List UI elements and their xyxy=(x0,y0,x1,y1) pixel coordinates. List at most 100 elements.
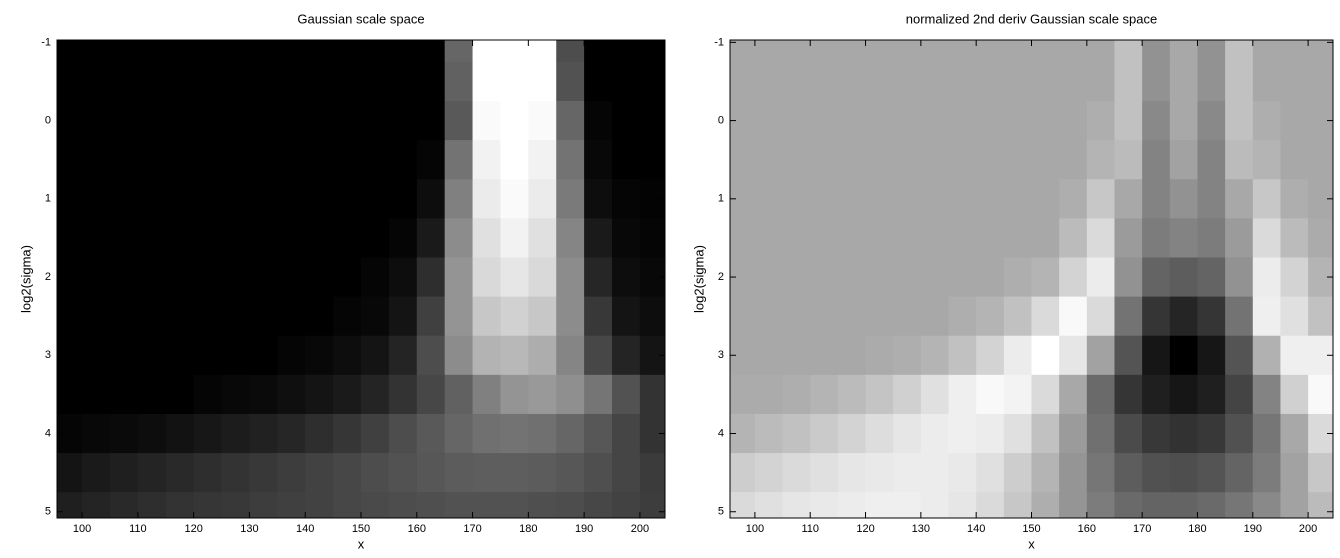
heatmap-cell xyxy=(361,179,390,219)
heatmap-cell xyxy=(500,140,529,180)
heatmap-cell xyxy=(1197,257,1226,298)
heatmap-cell xyxy=(137,61,167,102)
heatmap-cell xyxy=(584,140,613,180)
heatmap-cell xyxy=(388,61,418,102)
heatmap-cell xyxy=(193,374,223,415)
heatmap-cell xyxy=(1252,492,1281,518)
heatmap-cell xyxy=(810,101,839,141)
heatmap-cell xyxy=(193,140,223,180)
heatmap-cell xyxy=(137,453,167,493)
heatmap-cell xyxy=(193,218,223,258)
heatmap-cell xyxy=(556,140,585,180)
heatmap-cell xyxy=(612,61,641,102)
heatmap-cell xyxy=(782,101,811,141)
heatmap-cell xyxy=(57,453,83,493)
heatmap-cell xyxy=(639,140,665,180)
heatmap-cell xyxy=(920,335,950,376)
heatmap-cell xyxy=(782,374,811,415)
y-tick-label: 4 xyxy=(718,427,724,439)
heatmap-cell xyxy=(920,453,950,493)
heatmap-cell xyxy=(837,492,867,518)
heatmap-cell xyxy=(810,40,839,63)
heatmap-cell xyxy=(1142,413,1171,454)
heatmap-cell xyxy=(1252,374,1281,415)
heatmap-cell xyxy=(730,492,756,518)
x-tick-label: 200 xyxy=(631,523,649,535)
heatmap-cell xyxy=(82,61,111,102)
heatmap-cell xyxy=(1031,492,1060,518)
heatmap-cell xyxy=(754,61,784,102)
heatmap-cell xyxy=(82,335,111,376)
heatmap-cell xyxy=(165,374,195,415)
heatmap-cell xyxy=(1059,453,1088,493)
heatmap-cell xyxy=(109,101,139,141)
heatmap-cell xyxy=(388,218,418,258)
x-tick-label: 160 xyxy=(408,523,426,535)
heatmap-cell xyxy=(1252,335,1281,376)
heatmap-cell xyxy=(472,257,501,298)
heatmap-cell xyxy=(1003,453,1032,493)
heatmap-cell xyxy=(361,140,390,180)
heatmap-cell xyxy=(221,492,250,518)
heatmap-cell xyxy=(82,413,111,454)
heatmap-cell xyxy=(1003,218,1032,258)
heatmap-cell xyxy=(500,257,529,298)
heatmap-cell xyxy=(1031,101,1060,141)
x-tick-label: 180 xyxy=(1188,523,1206,535)
heatmap-cell xyxy=(137,413,167,454)
heatmap-cell xyxy=(584,453,613,493)
heatmap-cell xyxy=(1003,40,1032,63)
heatmap-cell xyxy=(500,453,529,493)
heatmap-cell xyxy=(976,61,1005,102)
heatmap-cell xyxy=(1280,61,1309,102)
y-tick-label: 1 xyxy=(45,193,51,205)
heatmap-cell xyxy=(416,61,446,102)
heatmap-cell xyxy=(1114,335,1143,376)
heatmap-cell xyxy=(388,453,418,493)
heatmap-cell xyxy=(361,61,390,102)
chart: 100 110 120 130 140 150 160 170 180 190 200 -1 0 1 2 3 4… xyxy=(18,11,666,551)
heatmap-cell xyxy=(810,453,839,493)
heatmap-cell xyxy=(1225,61,1254,102)
heatmap-cell xyxy=(1142,374,1171,415)
heatmap-cell xyxy=(193,40,223,63)
heatmap-cell xyxy=(165,296,195,337)
heatmap-cell xyxy=(1059,179,1088,219)
heatmap-cell xyxy=(730,453,756,493)
heatmap-cell xyxy=(1031,140,1060,180)
heatmap-cell xyxy=(165,61,195,102)
heatmap-cell xyxy=(810,335,839,376)
heatmap-cell xyxy=(782,413,811,454)
heatmap-cell xyxy=(612,296,641,337)
heatmap-cell xyxy=(1169,296,1198,337)
heatmap-cell xyxy=(1197,140,1226,180)
heatmap-cell xyxy=(976,335,1005,376)
heatmap-cell xyxy=(333,218,362,258)
x-tick-label: 110 xyxy=(801,523,819,535)
heatmap-cell xyxy=(976,101,1005,141)
y-tick-label: 4 xyxy=(45,427,51,439)
heatmap-cell xyxy=(837,335,867,376)
heatmap-cell xyxy=(612,218,641,258)
heatmap-cell xyxy=(730,218,756,258)
heatmap-cell xyxy=(277,374,306,415)
heatmap-cell xyxy=(782,218,811,258)
heatmap-cell xyxy=(305,492,334,518)
heatmap-cell xyxy=(444,40,474,63)
heatmap-cell xyxy=(1280,140,1309,180)
heatmap-cell xyxy=(837,257,867,298)
heatmap-cell xyxy=(388,296,418,337)
heatmap-cell xyxy=(1059,140,1088,180)
heatmap-cell xyxy=(1086,179,1115,219)
chart-title: Gaussian scale space xyxy=(297,11,424,26)
heatmap-cell xyxy=(333,61,362,102)
heatmap-cell xyxy=(584,492,613,518)
x-tick-label: 190 xyxy=(575,523,593,535)
heatmap-cell xyxy=(528,40,557,63)
heatmap-cell xyxy=(221,257,250,298)
heatmap-cell xyxy=(1142,492,1171,518)
y-tick-label: 0 xyxy=(718,114,724,126)
heatmap-cell xyxy=(865,61,894,102)
heatmap-cell xyxy=(1114,179,1143,219)
heatmap-cell xyxy=(528,179,557,219)
